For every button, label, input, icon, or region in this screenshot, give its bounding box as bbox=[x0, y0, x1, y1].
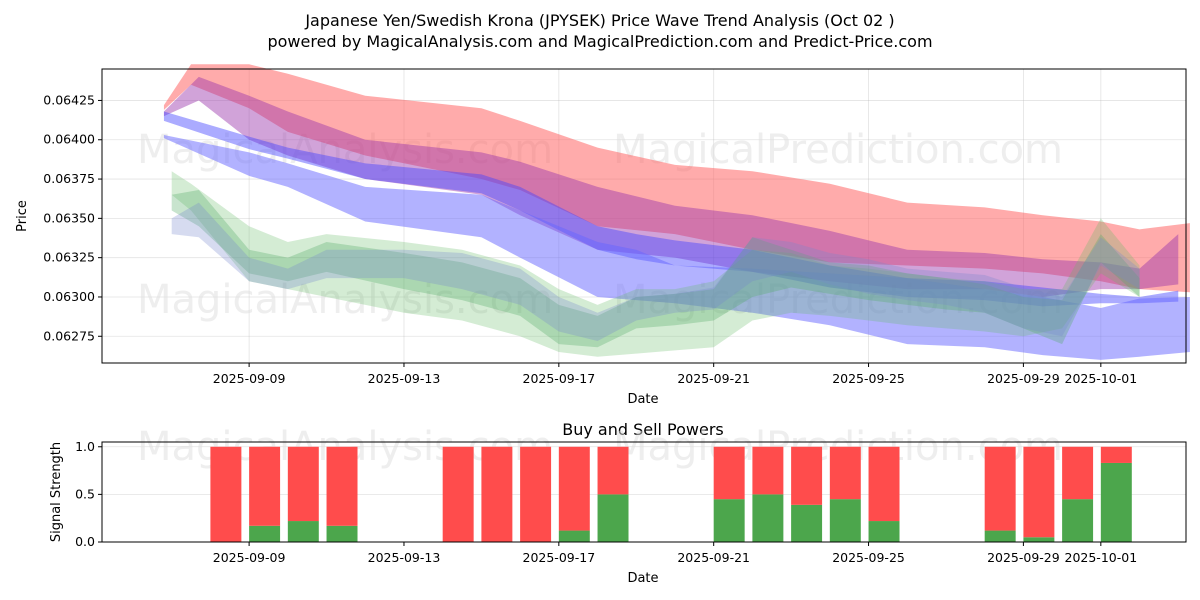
signal-y-tick-label: 0.5 bbox=[75, 486, 95, 501]
buy-bar bbox=[558, 530, 590, 542]
buy-bar bbox=[752, 494, 784, 542]
price-y-tick-label: 0.06425 bbox=[43, 92, 95, 107]
price-x-tick-label: 2025-10-01 bbox=[1065, 371, 1138, 386]
buy-bar bbox=[1100, 462, 1132, 542]
price-x-tick-label: 2025-09-13 bbox=[368, 371, 441, 386]
signal-plot: Buy and Sell Powers MagicalAnalysis.com … bbox=[49, 420, 1187, 586]
buy-bar bbox=[1023, 537, 1055, 542]
blue-lower-band bbox=[163, 135, 1190, 360]
sell-bar bbox=[713, 446, 745, 500]
buy-bar bbox=[287, 521, 319, 542]
signal-y-ticks: 0.0 0.5 1.0 bbox=[75, 439, 102, 549]
price-y-tick-label: 0.06350 bbox=[43, 210, 95, 225]
signal-x-label: Date bbox=[627, 571, 658, 586]
signal-x-tick-label: 2025-09-13 bbox=[368, 550, 441, 565]
price-x-tick-label: 2025-09-09 bbox=[213, 371, 286, 386]
wave-bands bbox=[163, 64, 1190, 360]
sell-bar bbox=[287, 446, 319, 522]
sell-bar bbox=[326, 446, 358, 526]
signal-y-tick-label: 1.0 bbox=[75, 439, 95, 454]
signal-y-tick-label: 0.0 bbox=[75, 534, 95, 549]
price-x-tick-label: 2025-09-17 bbox=[523, 371, 596, 386]
signal-x-tick-label: 2025-09-09 bbox=[213, 550, 286, 565]
price-y-tick-label: 0.06325 bbox=[43, 250, 95, 265]
price-x-label: Date bbox=[627, 392, 658, 407]
signal-plot-frame bbox=[101, 441, 1187, 543]
sell-bar bbox=[210, 446, 242, 542]
sell-bar bbox=[984, 446, 1016, 531]
buy-bar bbox=[597, 494, 629, 542]
signal-y-label: Signal Strength bbox=[49, 442, 64, 542]
purple-band bbox=[163, 76, 1179, 297]
sell-bar bbox=[1100, 446, 1132, 463]
buy-bar bbox=[249, 525, 281, 542]
buy-bar bbox=[713, 499, 745, 542]
sell-bar bbox=[520, 446, 552, 542]
blue-wave-band bbox=[171, 202, 1140, 341]
sell-bar bbox=[1023, 446, 1055, 538]
price-plot: MagicalAnalysis.com MagicalPrediction.co… bbox=[15, 64, 1190, 407]
watermark-analysis-2: MagicalAnalysis.com bbox=[137, 277, 553, 323]
sell-bar bbox=[1062, 446, 1094, 500]
price-y-tick-label: 0.06375 bbox=[43, 171, 95, 186]
sell-bar bbox=[868, 446, 900, 522]
sell-bar bbox=[752, 446, 784, 495]
chart-title: Japanese Yen/Swedish Krona (JPYSEK) Pric… bbox=[304, 11, 894, 30]
price-plot-frame bbox=[101, 68, 1187, 364]
chart-subtitle: powered by MagicalAnalysis.com and Magic… bbox=[267, 32, 932, 51]
buy-bar bbox=[1062, 499, 1094, 542]
signal-bars bbox=[210, 446, 1132, 542]
sell-bar bbox=[442, 446, 474, 542]
price-y-tick-label: 0.06400 bbox=[43, 132, 95, 147]
sell-bar bbox=[791, 446, 823, 505]
sell-bar bbox=[829, 446, 861, 500]
price-y-label: Price bbox=[15, 200, 30, 232]
signal-x-tick-label: 2025-09-29 bbox=[987, 550, 1060, 565]
price-x-ticks: 2025-09-09 2025-09-13 2025-09-17 2025-09-21… bbox=[213, 363, 1137, 386]
price-x-tick-label: 2025-09-25 bbox=[832, 371, 905, 386]
sell-bar bbox=[481, 446, 513, 542]
buy-bar bbox=[326, 525, 358, 542]
signal-x-tick-label: 2025-09-25 bbox=[832, 550, 905, 565]
signal-x-ticks: 2025-09-09 2025-09-13 2025-09-17 2025-09-21… bbox=[213, 542, 1137, 565]
price-x-tick-label: 2025-09-21 bbox=[677, 371, 750, 386]
price-x-tick-label: 2025-09-29 bbox=[987, 371, 1060, 386]
buy-bar bbox=[868, 521, 900, 542]
red-upper-band bbox=[163, 64, 1190, 293]
signal-x-tick-label: 2025-09-21 bbox=[677, 550, 750, 565]
price-y-tick-label: 0.06300 bbox=[43, 289, 95, 304]
buy-bar bbox=[984, 530, 1016, 542]
green-wave-band-1 bbox=[171, 171, 1140, 357]
sell-bar bbox=[558, 446, 590, 531]
buy-bar bbox=[791, 504, 823, 542]
signal-x-tick-label: 2025-09-17 bbox=[523, 550, 596, 565]
watermark-prediction: MagicalPrediction.com bbox=[613, 127, 1063, 173]
sell-bar bbox=[249, 446, 281, 526]
sell-bar bbox=[597, 446, 629, 495]
price-y-ticks: 0.06275 0.06300 0.06325 0.06350 0.06375 0.064… bbox=[43, 92, 102, 343]
green-wave-band-2 bbox=[171, 190, 1140, 348]
signal-title: Buy and Sell Powers bbox=[562, 420, 724, 439]
signal-x-tick-label: 2025-10-01 bbox=[1065, 550, 1138, 565]
price-y-tick-label: 0.06275 bbox=[43, 328, 95, 343]
buy-bar bbox=[829, 499, 861, 542]
